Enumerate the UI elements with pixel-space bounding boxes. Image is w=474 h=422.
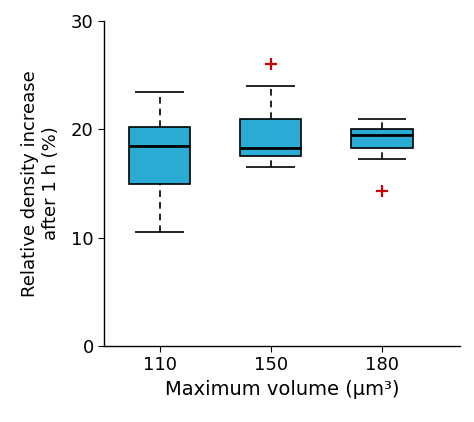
Y-axis label: Relative density increase
after 1 h (%): Relative density increase after 1 h (%)	[21, 70, 60, 297]
Bar	[351, 130, 412, 148]
X-axis label: Maximum volume (μm³): Maximum volume (μm³)	[165, 380, 399, 399]
Bar	[240, 119, 301, 157]
Bar	[129, 127, 191, 184]
